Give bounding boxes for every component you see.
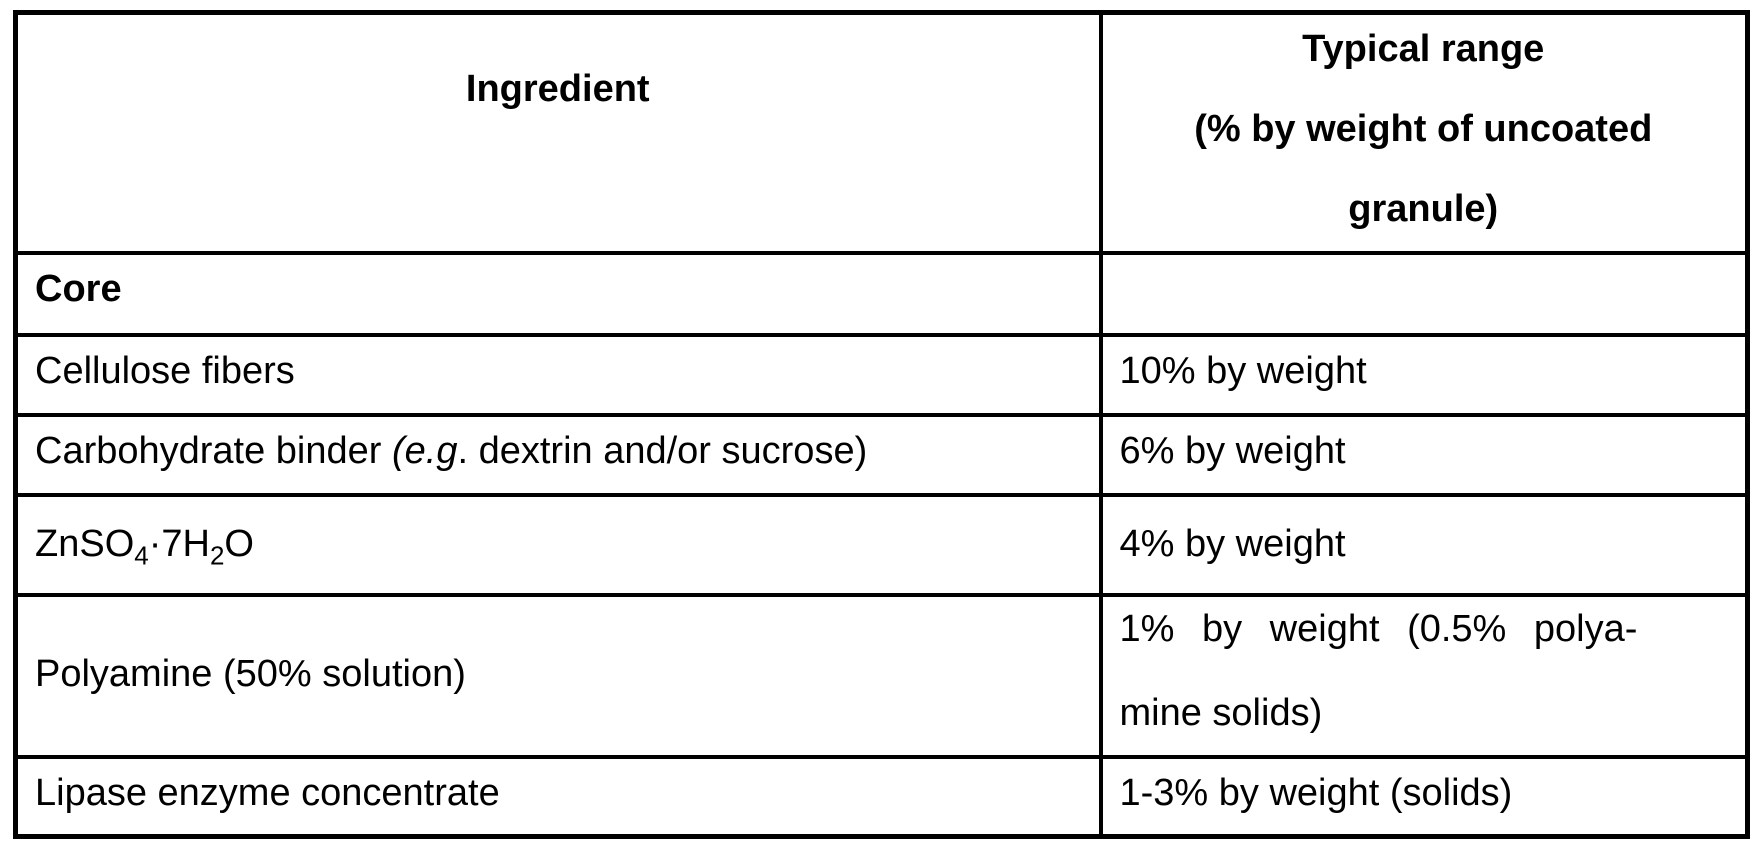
range-cell-cellulose-fibers: 10% by weight xyxy=(1098,332,1750,417)
row-core: Core xyxy=(13,250,1750,337)
ingredient-cell-polyamine: Polyamine (50% solution) xyxy=(13,592,1103,759)
row-lipase-enzyme-concentrate: Lipase enzyme concentrate 1-3% by weight… xyxy=(13,754,1750,839)
ingredient-cell-znso4-7h2o: ZnSO4·7H2O xyxy=(13,492,1103,597)
range-cell-lipase-enzyme-concentrate: 1-3% by weight (solids) xyxy=(1098,754,1750,839)
header-typical-range-line-1: Typical range xyxy=(1302,28,1545,70)
range-polyamine-line-1: 1% by weight (0.5% polya- xyxy=(1119,607,1638,650)
range-cell-znso4-7h2o: 4% by weight xyxy=(1098,492,1750,597)
header-ingredient-label: Ingredient xyxy=(465,68,650,110)
ingredient-cell-lipase-enzyme-concentrate: Lipase enzyme concentrate xyxy=(13,754,1103,839)
range-polyamine-line-2: mine solids) xyxy=(1119,691,1323,734)
range-cell-carbohydrate-binder: 6% by weight xyxy=(1098,412,1750,497)
header-row: Ingredient Typical range (% by weight of… xyxy=(13,10,1750,255)
header-cell-typical-range: Typical range (% by weight of uncoated g… xyxy=(1098,10,1750,255)
header-typical-range-line-2: (% by weight of uncoated xyxy=(1194,108,1653,150)
row-polyamine: Polyamine (50% solution) 1% by weight (0… xyxy=(13,592,1750,759)
header-cell-ingredient: Ingredient xyxy=(13,10,1103,255)
ingredient-table: Ingredient Typical range (% by weight of… xyxy=(13,10,1750,839)
range-cell-core xyxy=(1098,250,1750,337)
ingredient-cell-carbohydrate-binder: Carbohydrate binder (e.g. dextrin and/or… xyxy=(13,412,1103,497)
ingredient-cell-cellulose-fibers: Cellulose fibers xyxy=(13,332,1103,417)
header-typical-range-line-3: granule) xyxy=(1348,188,1499,230)
range-cell-polyamine: 1% by weight (0.5% polya- mine solids) xyxy=(1098,592,1750,759)
row-znso4-7h2o: ZnSO4·7H2O 4% by weight xyxy=(13,492,1750,597)
row-carbohydrate-binder: Carbohydrate binder (e.g. dextrin and/or… xyxy=(13,412,1750,497)
row-cellulose-fibers: Cellulose fibers 10% by weight xyxy=(13,332,1750,417)
ingredient-cell-core: Core xyxy=(13,250,1103,337)
